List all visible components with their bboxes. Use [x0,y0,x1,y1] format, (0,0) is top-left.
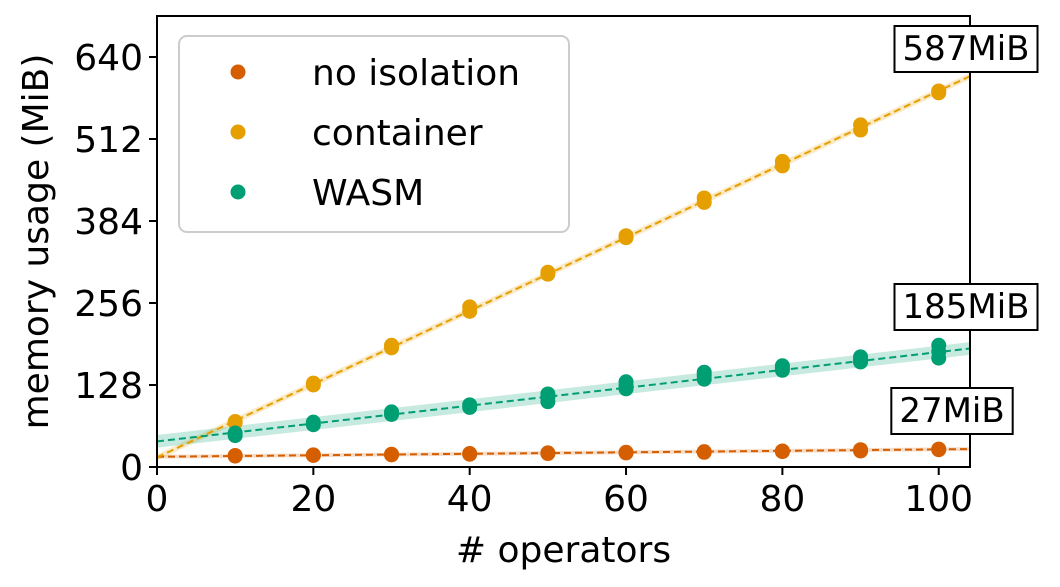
point-0-5 [384,446,400,462]
annotation-1: 185MiB [893,283,1039,331]
x-tick-label: 40 [447,479,493,520]
legend-marker-1 [230,124,246,140]
x-axis-title: # operators [456,530,671,571]
y-axis-ticks: 0 128 256 384 512 640 [74,38,157,489]
point-1-3 [305,375,321,391]
y-axis-title: memory usage (MiB) [16,54,57,430]
y-tick-label: 384 [74,202,143,243]
point-2-3 [305,414,321,430]
x-tick-label: 80 [759,479,805,520]
point-0-1 [227,447,243,463]
point-0-13 [696,444,712,460]
fit-line-0 [156,448,971,458]
y-tick-label: 0 [120,448,143,489]
y-tick-label: 512 [74,120,143,161]
annotation-box [893,25,1039,73]
annotation-label: 27MiB [899,391,1004,431]
point-2-19 [774,358,790,374]
x-tick-label: 100 [904,479,973,520]
annotation-2: 27MiB [890,387,1014,435]
point-1-5 [384,337,400,353]
x-axis-ticks: 0 20 40 60 80 100 [146,467,973,520]
x-tick-label: 20 [290,479,336,520]
point-2-5 [384,404,400,420]
plot-frame [156,15,971,468]
point-2-13 [618,374,634,390]
point-1-15 [774,153,790,169]
point-0-19 [931,441,947,457]
point-0-11 [618,444,634,460]
point-1-1 [227,414,243,430]
x-tick-label: 0 [146,479,169,520]
fit-lines [156,75,971,459]
fit-line-1 [156,75,971,459]
annotations: 587MiB 185MiB 27MiB [890,25,1039,435]
point-2-1 [227,425,243,441]
point-1-9 [540,264,556,280]
point-0-15 [774,443,790,459]
point-2-10 [540,386,556,402]
legend-marker-2 [230,184,246,200]
annotation-label: 587MiB [902,29,1029,69]
y-tick-label: 128 [74,366,143,407]
legend: no isolation container WASM [178,35,570,233]
point-1-17 [853,117,869,133]
legend-label-1: container [312,113,483,154]
legend-box [178,35,570,233]
annotation-label: 185MiB [902,287,1029,327]
point-0-7 [462,446,478,462]
data-points [227,83,947,464]
point-0-3 [305,447,321,463]
point-1-19 [931,83,947,99]
y-tick-label: 640 [74,38,143,79]
point-1-11 [618,228,634,244]
point-2-25 [931,337,947,353]
fit-band-0 [157,447,970,459]
point-1-7 [462,299,478,315]
fit-line-2 [156,347,971,443]
y-tick-label: 256 [74,284,143,325]
legend-label-0: no isolation [312,53,520,94]
point-2-7 [462,397,478,413]
legend-marker-0 [230,64,246,80]
annotation-box [893,283,1039,331]
annotation-0: 587MiB [893,25,1039,73]
point-0-17 [853,442,869,458]
fit-band-1 [157,73,970,461]
legend-label-2: WASM [312,173,424,214]
x-tick-label: 60 [603,479,649,520]
point-2-16 [696,364,712,380]
axes [156,15,971,468]
annotation-box [890,387,1014,435]
point-1-13 [696,190,712,206]
point-0-9 [540,445,556,461]
point-2-22 [853,349,869,365]
